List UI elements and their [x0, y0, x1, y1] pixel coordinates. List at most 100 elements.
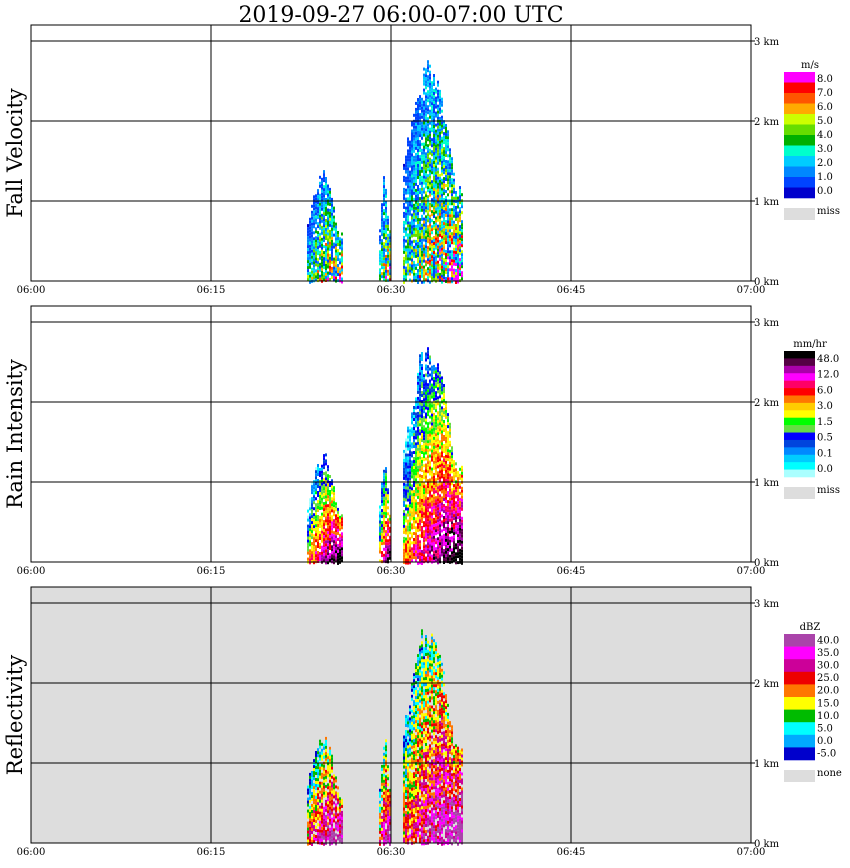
radar-cell: [419, 221, 421, 225]
radar-cell: [417, 402, 419, 406]
radar-cell: [411, 192, 413, 196]
radar-cell: [453, 508, 455, 512]
radar-cell: [333, 278, 335, 282]
radar-cell: [429, 367, 431, 371]
radar-cell: [335, 803, 337, 807]
radar-cell: [447, 163, 449, 167]
radar-cell: [415, 397, 417, 401]
radar-cell: [311, 252, 313, 256]
radar-cell: [413, 547, 415, 550]
radar-cell: [423, 148, 425, 152]
radar-cell: [385, 769, 387, 773]
radar-cell: [451, 181, 453, 185]
radar-cell: [331, 551, 333, 555]
radar-cell: [429, 256, 431, 260]
radar-cell: [429, 481, 431, 485]
radar-cell: [429, 427, 431, 431]
radar-cell: [419, 134, 421, 138]
radar-cell: [421, 463, 423, 466]
radar-cell: [317, 799, 319, 803]
radar-cell: [329, 508, 331, 511]
radar-cell: [405, 811, 407, 814]
radar-cell: [425, 164, 427, 168]
radar-cell: [433, 385, 435, 389]
radar-cell: [383, 176, 385, 180]
radar-cell: [427, 198, 429, 202]
radar-cell: [429, 85, 431, 89]
radar-cell: [423, 130, 425, 134]
radar-cell: [419, 519, 421, 523]
radar-cell: [327, 211, 329, 215]
radar-cell: [329, 827, 331, 831]
radar-cell: [461, 226, 463, 230]
radar-cell: [441, 187, 443, 191]
radar-cell: [435, 228, 437, 232]
radar-cell: [379, 803, 381, 807]
radar-cell: [417, 170, 419, 173]
radar-cell: [337, 513, 339, 517]
radar-cell: [431, 129, 433, 133]
radar-cell: [421, 262, 423, 266]
radar-cell: [435, 237, 437, 241]
radar-cell: [389, 520, 391, 524]
radar-cell: [337, 537, 339, 541]
radar-cell: [379, 532, 381, 536]
radar-cell: [409, 483, 411, 487]
radar-cell: [427, 548, 429, 552]
radar-cell: [411, 261, 413, 265]
radar-cell: [429, 520, 431, 524]
radar-cell: [319, 537, 321, 540]
radar-cell: [329, 196, 331, 200]
radar-cell: [325, 234, 327, 237]
radar-cell: [437, 158, 439, 162]
radar-cell: [405, 546, 407, 550]
radar-cell: [441, 436, 443, 440]
radar-cell: [431, 557, 433, 561]
radar-cell: [435, 430, 437, 434]
radar-cell: [407, 787, 409, 791]
radar-cell: [413, 832, 415, 836]
radar-cell: [455, 486, 457, 490]
radar-cell: [437, 95, 439, 99]
radar-cell: [405, 492, 407, 496]
radar-cell: [431, 458, 433, 462]
radar-cell: [405, 733, 407, 736]
radar-cell: [417, 708, 419, 712]
radar-cell: [317, 246, 319, 250]
radar-cell: [329, 190, 331, 194]
radar-cell: [431, 518, 433, 522]
radar-cell: [317, 264, 319, 268]
radar-cell: [443, 273, 445, 277]
radar-cell: [425, 517, 427, 521]
radar-cell: [425, 538, 427, 542]
radar-cell: [451, 223, 453, 227]
radar-cell: [417, 453, 419, 457]
radar-cell: [381, 821, 383, 825]
radar-cell: [327, 217, 329, 221]
radar-cell: [317, 198, 319, 202]
radar-cell: [389, 547, 391, 551]
radar-cell: [425, 463, 427, 467]
radar-cell: [437, 161, 439, 165]
radar-cell: [459, 539, 461, 543]
radar-cell: [413, 799, 415, 803]
radar-cell: [421, 187, 423, 191]
radar-cell: [403, 235, 405, 239]
radar-cell: [445, 535, 447, 539]
radar-cell: [423, 133, 425, 137]
radar-cell: [433, 493, 435, 497]
radar-cell: [319, 796, 321, 800]
radar-cell: [423, 259, 425, 263]
radar-cell: [441, 205, 443, 209]
radar-cell: [333, 552, 335, 556]
radar-cell: [323, 526, 325, 530]
radar-cell: [407, 224, 409, 228]
radar-cell: [423, 557, 425, 561]
radar-cell: [455, 245, 457, 248]
radar-cell: [439, 122, 441, 126]
radar-cell: [331, 766, 333, 770]
radar-cell: [419, 179, 421, 183]
radar-cell: [323, 478, 325, 482]
radar-cell: [413, 679, 415, 683]
radar-cell: [419, 146, 421, 150]
